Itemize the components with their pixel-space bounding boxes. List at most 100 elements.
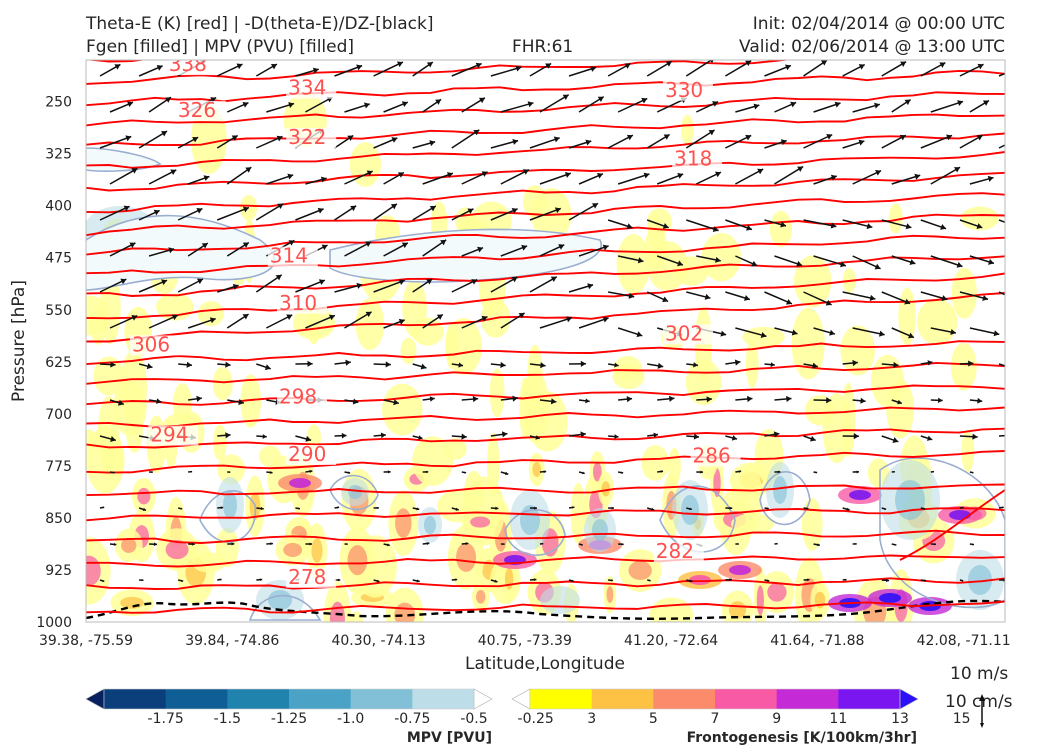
mpv-contours: [86, 147, 1005, 621]
wind-vector: [295, 507, 301, 510]
fgen-colorbar-tick: 3: [587, 711, 596, 727]
wind-vector: [617, 471, 624, 474]
wind-vector: [383, 470, 391, 474]
wind-vector: [920, 360, 933, 366]
wind-vector: [735, 470, 742, 473]
wind-vector: [490, 579, 498, 583]
theta-e-label: 278: [288, 565, 326, 589]
fgen-colorbar-tick: 11: [829, 711, 847, 727]
wind-vector: [578, 543, 583, 546]
wind-vector: [881, 507, 887, 511]
x-tick-label: 39.84, -74.86: [185, 633, 279, 649]
wind-vector: [344, 398, 359, 405]
wind-vector: [256, 135, 283, 149]
wind-vector: [373, 361, 391, 368]
wind-vector: [607, 62, 631, 77]
wind-vector: [568, 139, 592, 149]
wind-vector: [686, 579, 693, 583]
fgen-core: [601, 481, 611, 497]
fgen-colorbar-extend-high: [899, 688, 919, 710]
wind-vector: [461, 246, 484, 257]
wind-vector: [617, 327, 643, 338]
wind-vector: [461, 171, 488, 185]
wind-vector: [412, 507, 420, 511]
wind-vector: [373, 579, 380, 583]
wind-vector: [422, 396, 435, 402]
fgen-blob: [521, 369, 549, 443]
wind-vector: [969, 327, 1000, 337]
wind-vector: [578, 471, 585, 475]
y-tick-label: 925: [45, 563, 72, 579]
wind-vector: [568, 65, 597, 77]
y-axis-label: Pressure [hPa]: [9, 280, 29, 402]
theta-e-label-bg: [129, 335, 180, 356]
wind-vector: [774, 165, 804, 185]
wind-vector: [226, 313, 249, 329]
fgen-colorbar-tick: 13: [891, 711, 909, 727]
wind-vector: [969, 397, 983, 404]
theta-e-label-bg: [148, 425, 199, 446]
wind-vector: [764, 291, 793, 305]
wind-vector: [617, 97, 648, 113]
wind-vector: [109, 399, 125, 406]
wind-vector: [656, 255, 684, 267]
theta-e-label: 322: [288, 125, 326, 149]
wind-vector: [891, 255, 916, 265]
fgen-core: [470, 516, 491, 528]
wind-vector: [373, 279, 406, 293]
fgen-peak: [689, 575, 711, 585]
wind-vector: [500, 244, 528, 257]
wind-vector: [813, 327, 836, 336]
theta-e-label: 290: [288, 442, 326, 466]
wind-vector: [920, 134, 953, 149]
wind-vector: [177, 278, 204, 293]
wind-vector: [500, 168, 530, 185]
wind-vector: [451, 578, 458, 581]
wind-vector: [891, 470, 895, 473]
mpv-contour: [329, 474, 379, 511]
wind-vector: [959, 506, 964, 509]
mpv-colorbar-tick: -0.75: [394, 711, 430, 727]
wind-vector: [334, 506, 340, 509]
mpv-colorbar-tick: -0.5: [460, 711, 487, 727]
fgen-blob: [950, 342, 977, 391]
theta-e-label-bg: [286, 78, 337, 99]
wind-vector: [188, 395, 202, 402]
mpv-core: [773, 476, 787, 504]
wind-vector: [412, 435, 423, 440]
wind-vector: [578, 172, 604, 185]
wind-vector: [998, 506, 1004, 509]
wind-vector: [490, 276, 518, 293]
wind-vector: [891, 173, 921, 185]
theta-e-label-bg: [286, 127, 337, 148]
theta-e-line: [86, 60, 147, 63]
wind-vector: [842, 63, 866, 77]
mpv-contour: [504, 509, 566, 556]
wind-vector: [178, 507, 183, 510]
wind-vector: [99, 205, 130, 221]
wind-vector: [148, 314, 179, 329]
theta-e-label-bg: [175, 100, 226, 121]
wind-vector: [930, 397, 943, 404]
fgen-blob: [486, 432, 500, 497]
wind-vector: [490, 361, 506, 369]
wind-vector: [217, 361, 231, 368]
wind-vector: [334, 359, 351, 366]
theta-e-label: 302: [665, 321, 703, 345]
wind-vector: [725, 435, 738, 441]
wind-vector: [725, 134, 752, 149]
wind-vector: [451, 62, 482, 77]
y-tick-label: 700: [45, 407, 72, 423]
wind-vector: [852, 169, 882, 185]
wind-vector: [930, 255, 963, 268]
wind-vector: [568, 579, 575, 583]
fgen-blob: [444, 438, 467, 460]
theta-e-line: [86, 600, 1005, 614]
wind-vector: [344, 543, 348, 545]
theta-e-label-bg: [276, 387, 327, 408]
wind-vector: [813, 101, 841, 113]
fgen-colorbar-tick: 5: [649, 711, 658, 727]
wind-vector: [461, 315, 488, 329]
wind-vector: [334, 282, 363, 293]
wind-vector: [138, 363, 153, 370]
